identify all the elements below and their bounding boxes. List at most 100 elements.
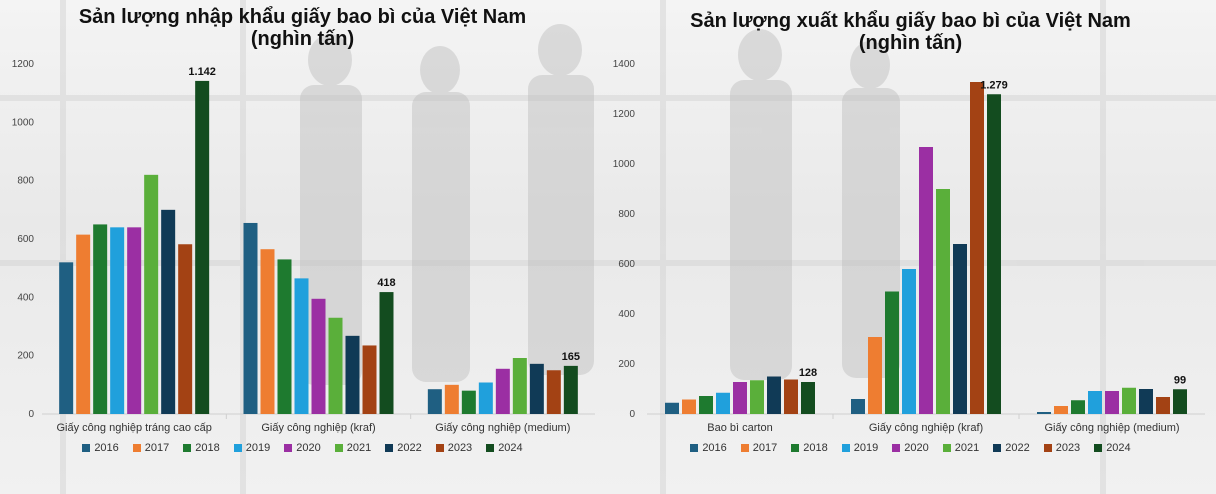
- legend-label: 2020: [904, 442, 929, 454]
- category-label: Giấy công nghiệp (medium): [435, 422, 570, 434]
- category-label: Giấy công nghiệp (kraf): [869, 422, 983, 434]
- bar-2018: [93, 224, 108, 414]
- legend-swatch: [82, 444, 91, 452]
- export-chart-title: Sản lượng xuất khẩu giấy bao bì của Việt…: [605, 10, 1216, 54]
- legend-label: 2023: [447, 442, 473, 454]
- legend-swatch: [942, 444, 951, 452]
- bar-2020: [919, 147, 933, 414]
- legend-label: 2022: [1005, 442, 1030, 454]
- legend-swatch: [334, 444, 343, 452]
- legend-item-2021: 2021: [334, 442, 372, 454]
- legend-label: 2022: [397, 442, 422, 454]
- legend-item-2019: 2019: [841, 442, 879, 454]
- data-label: 1.142: [188, 66, 216, 78]
- category-label: Giấy công nghiệp (medium): [1044, 422, 1179, 434]
- legend-swatch: [1094, 444, 1103, 452]
- legend-swatch: [233, 444, 242, 452]
- bar-2024: [379, 292, 394, 414]
- y-tick-label: 1000: [12, 117, 35, 128]
- bar-2021: [750, 380, 764, 414]
- legend-swatch: [892, 444, 901, 452]
- y-tick-label: 600: [618, 259, 635, 270]
- y-tick-label: 1200: [613, 109, 636, 120]
- y-tick-label: 800: [618, 209, 635, 220]
- legend-label: 2024: [1106, 442, 1131, 454]
- bar-2023: [970, 82, 984, 414]
- y-tick-label: 1400: [613, 59, 636, 70]
- bar-2021: [328, 317, 343, 414]
- y-tick-label: 400: [17, 292, 34, 303]
- bar-2021: [512, 358, 527, 414]
- legend-item-2020: 2020: [892, 442, 929, 454]
- legend-item-2022: 2022: [385, 442, 422, 454]
- legend-label: 2016: [94, 442, 119, 454]
- legend-item-2021: 2021: [942, 442, 979, 454]
- bar-2020: [311, 298, 326, 414]
- legend-item-2017: 2017: [132, 442, 169, 454]
- bar-2020: [1105, 391, 1119, 414]
- y-tick-label: 200: [618, 359, 635, 370]
- y-tick-label: 400: [618, 309, 635, 320]
- bar-2019: [902, 269, 916, 414]
- bar-2017: [1054, 406, 1068, 414]
- bar-2024: [195, 80, 210, 415]
- legend-swatch: [1043, 444, 1052, 452]
- import-chart-title: Sản lượng nhập khẩu giấy bao bì của Việt…: [0, 6, 605, 50]
- y-tick-label: 800: [17, 176, 34, 187]
- bar-2017: [260, 249, 275, 414]
- bar-2018: [277, 259, 292, 414]
- legend-label: 2019: [853, 442, 879, 454]
- bar-2022: [767, 376, 781, 414]
- legend-item-2020: 2020: [284, 442, 321, 454]
- bar-2019: [478, 382, 493, 414]
- bar-2016: [243, 222, 258, 414]
- legend-swatch: [385, 444, 394, 452]
- legend-swatch: [690, 444, 699, 452]
- bar-2019: [110, 227, 125, 414]
- legend-label: 2019: [245, 442, 271, 454]
- legend-item-2022: 2022: [993, 442, 1030, 454]
- legend-item-2023: 2023: [1043, 442, 1080, 454]
- bar-2020: [733, 382, 747, 414]
- legend-item-2017: 2017: [740, 442, 778, 454]
- export-chart-title-line2: (nghìn tấn): [858, 32, 963, 54]
- y-tick-label: 0: [28, 409, 34, 420]
- y-tick-label: 1000: [613, 159, 636, 170]
- bar-2023: [784, 379, 798, 414]
- bar-2022: [161, 209, 176, 414]
- bar-2021: [936, 189, 950, 414]
- bar-2023: [1156, 397, 1170, 414]
- legend-swatch: [132, 444, 141, 452]
- legend-item-2016: 2016: [82, 442, 119, 454]
- import-chart-legend: 2016 2017 2018 2019 2020 2021 2022 2023 2024: [0, 442, 605, 454]
- bar-2019: [716, 392, 730, 414]
- legend-label: 2017: [752, 442, 778, 454]
- bar-2020: [127, 227, 142, 414]
- legend-label: 2021: [346, 442, 372, 454]
- legend-item-2018: 2018: [183, 442, 220, 454]
- bar-2018: [461, 390, 476, 414]
- bar-2017: [682, 399, 696, 414]
- bar-2018: [699, 396, 713, 414]
- bar-2017: [444, 384, 459, 414]
- legend-swatch: [993, 444, 1002, 452]
- export-chart-panel: Sản lượng xuất khẩu giấy bao bì của Việt…: [605, 0, 1216, 494]
- legend-item-2023: 2023: [435, 442, 473, 454]
- bar-2024: [563, 365, 578, 414]
- bar-2017: [76, 234, 91, 414]
- y-tick-label: 600: [17, 234, 34, 245]
- import-chart-panel: Sản lượng nhập khẩu giấy bao bì của Việt…: [0, 0, 605, 494]
- bar-2019: [294, 278, 309, 414]
- bar-2016: [1037, 412, 1051, 414]
- category-label: Giấy công nghiệp (kraf): [261, 422, 375, 434]
- export-chart-title-line1: Sản lượng xuất khẩu giấy bao bì của Việt…: [690, 10, 1131, 32]
- legend-label: 2018: [195, 442, 220, 454]
- legend-swatch: [435, 444, 444, 452]
- export-bar-chart: 0 200 400 600 800 1000 1200 1400 128 Bao bì carto…: [613, 59, 1205, 434]
- bar-2018: [1071, 400, 1085, 414]
- legend-swatch: [791, 444, 800, 452]
- bar-2022: [345, 335, 360, 414]
- legend-label: 2024: [498, 442, 523, 454]
- legend-swatch: [740, 444, 749, 452]
